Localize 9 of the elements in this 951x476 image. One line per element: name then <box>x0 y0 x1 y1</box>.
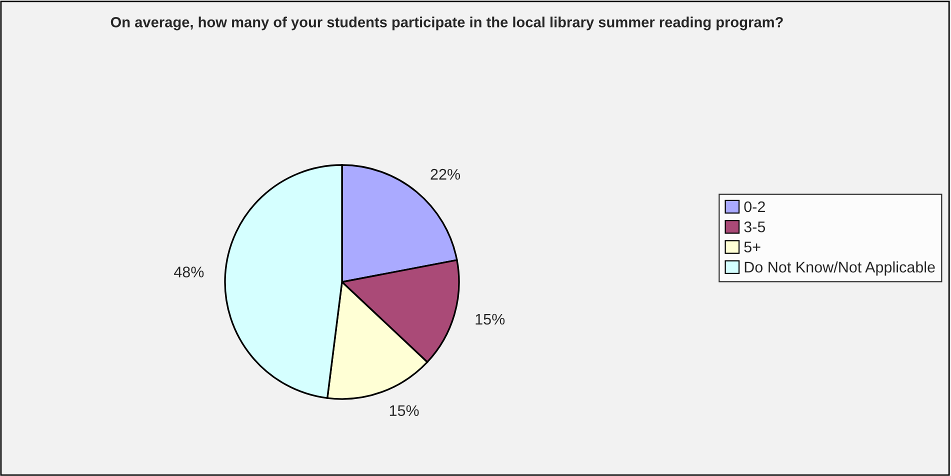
chart-title: On average, how many of your students participate in the local library summer reading program? <box>110 16 783 30</box>
legend-label: 5+ <box>744 242 760 252</box>
legend-label: 0-2 <box>744 201 765 212</box>
data-label: 48% <box>174 266 204 278</box>
legend-label: 3-5 <box>744 221 766 232</box>
data-label: 15% <box>390 405 419 416</box>
legend-label: Do Not Know/Not Applicable <box>744 261 935 276</box>
data-label: 22% <box>430 168 460 180</box>
data-label: 15% <box>476 314 505 325</box>
